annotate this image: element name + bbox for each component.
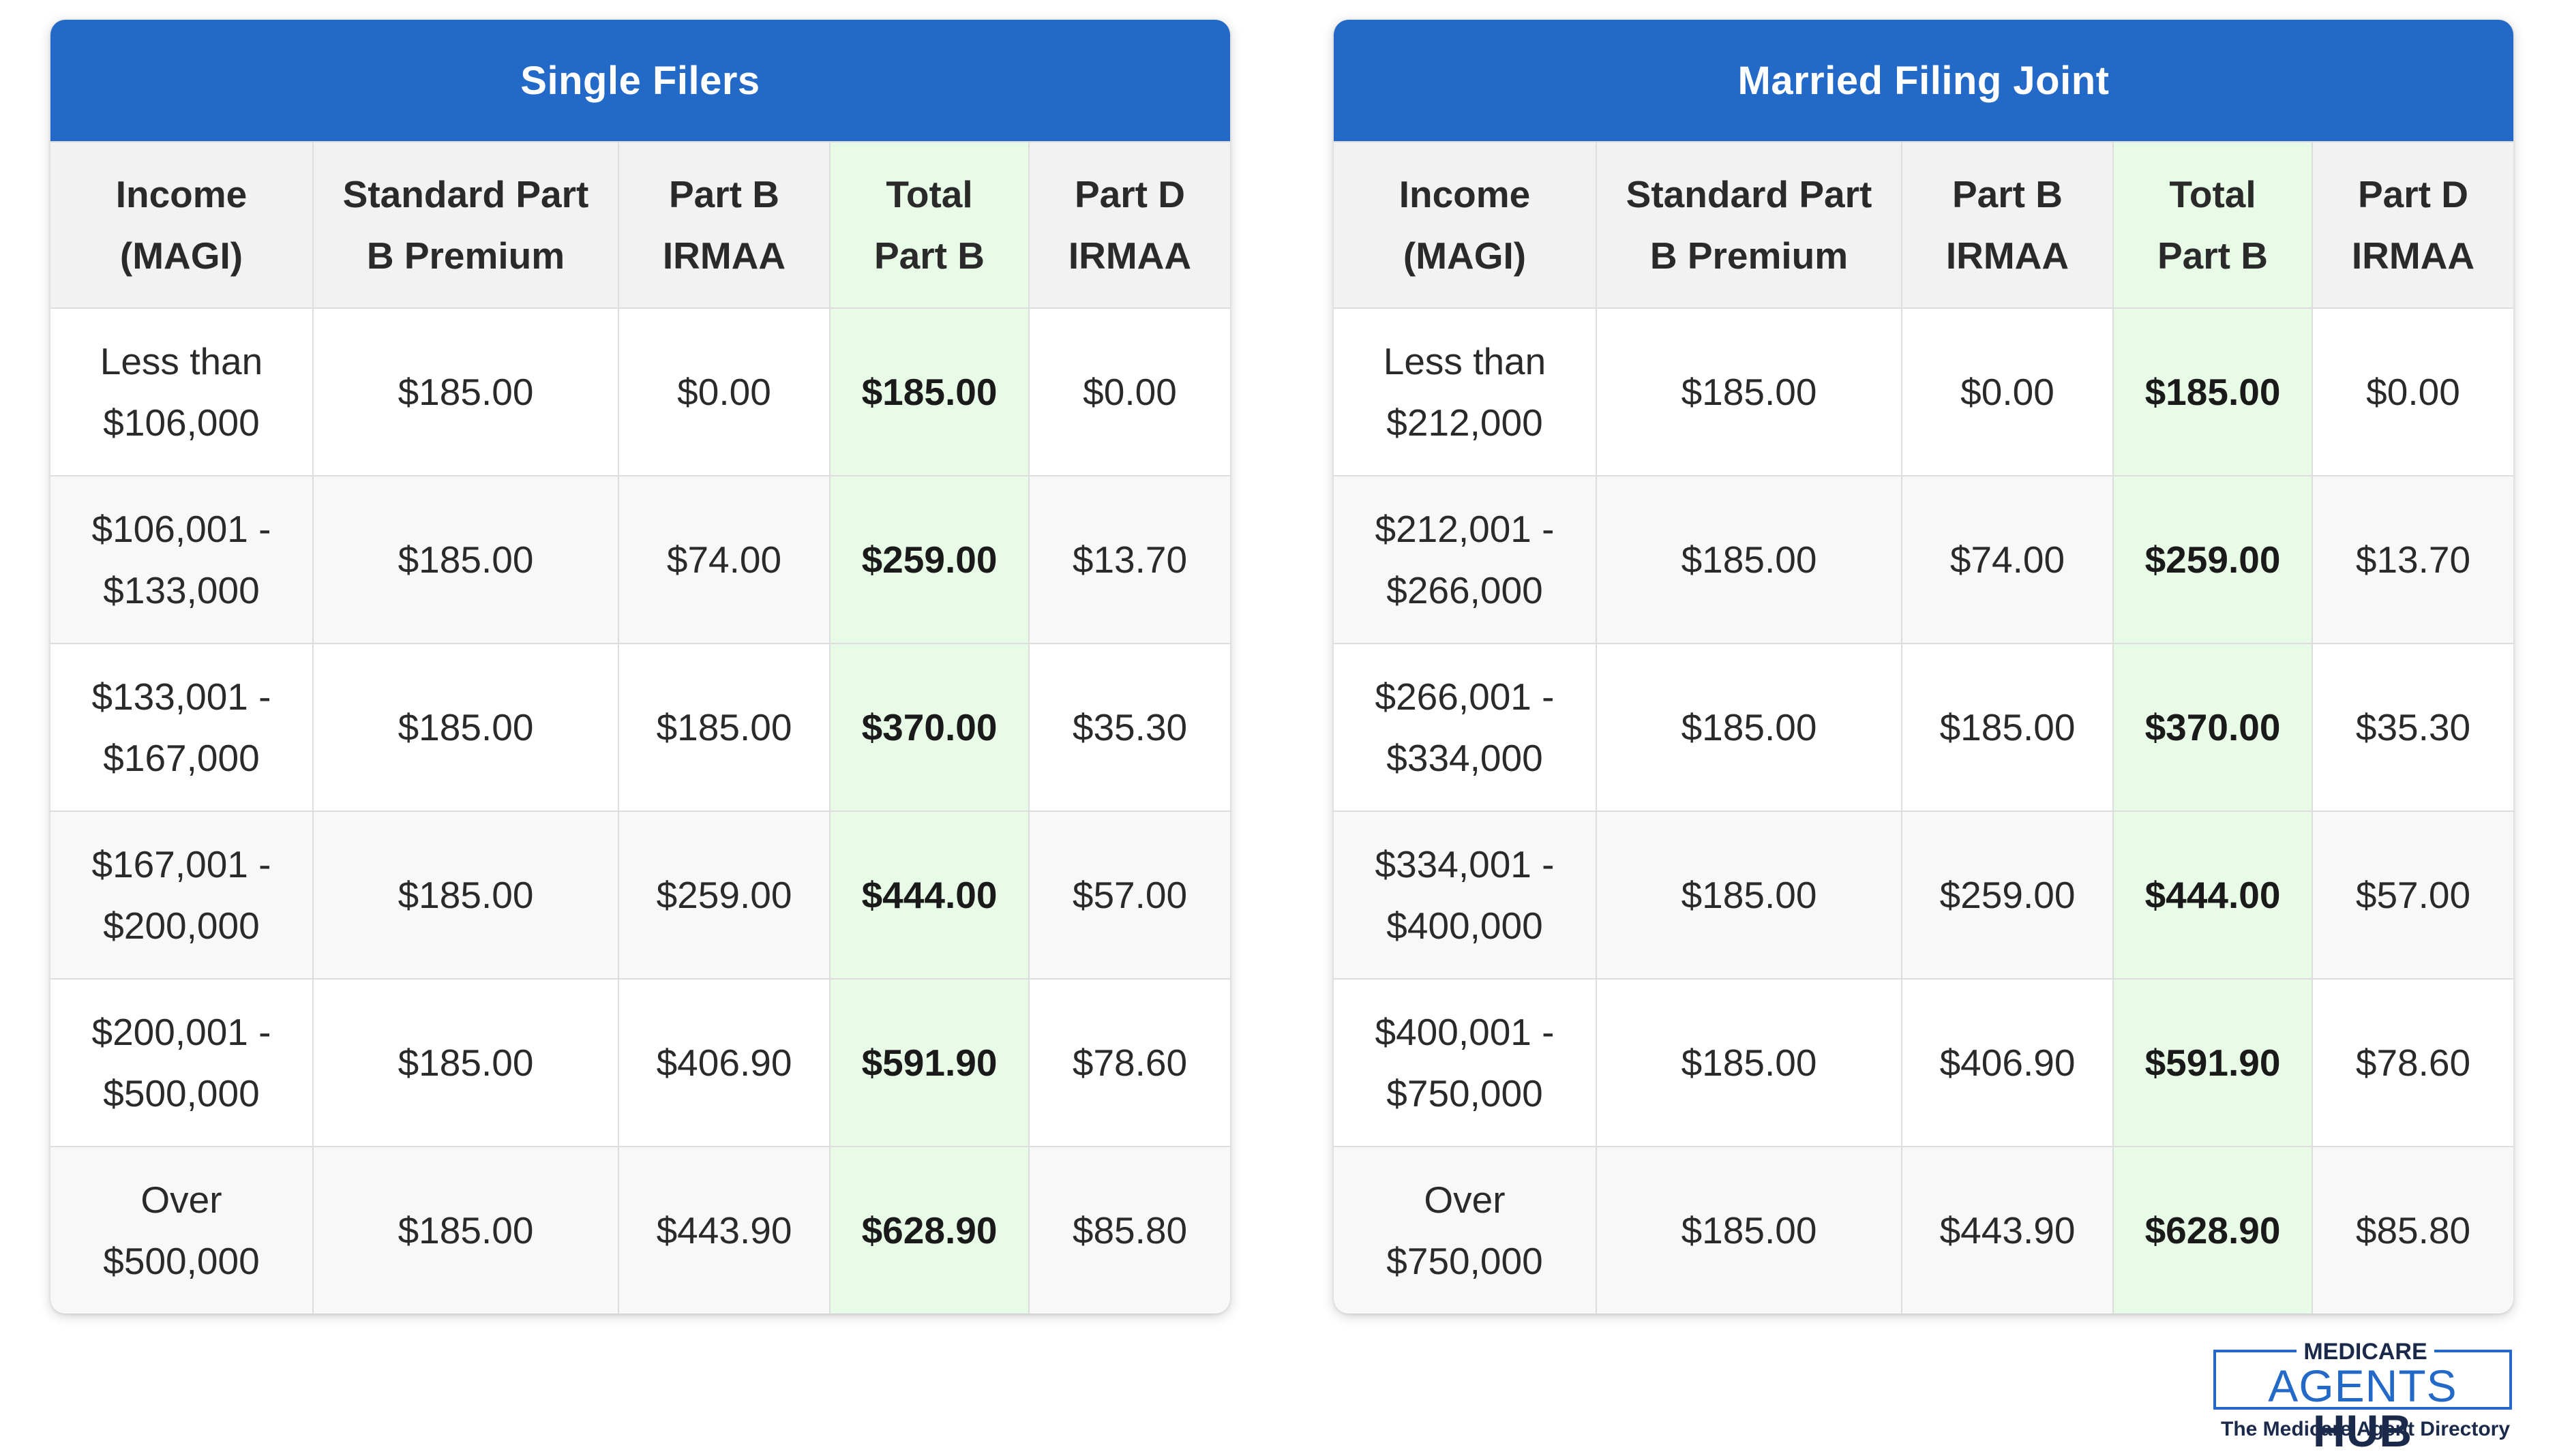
part-d-irmaa-cell: $0.00 (2312, 307, 2513, 476)
standard-premium-cell: $185.00 (1596, 1146, 1902, 1314)
total-part-b-cell: $628.90 (2112, 1146, 2313, 1314)
panel-title: Married Filing Joint (1334, 20, 2513, 141)
part-d-irmaa-cell: $0.00 (1028, 307, 1230, 476)
single-filers-panel: Single Filers Income (MAGI) Standard Part… (50, 20, 1230, 1314)
standard-premium-cell: $185.00 (1596, 978, 1902, 1147)
married-filing-joint-panel: Married Filing Joint Income (MAGI) Standa… (1334, 20, 2513, 1314)
part-b-irmaa-cell: $185.00 (618, 643, 831, 812)
standard-premium-cell: $185.00 (312, 307, 619, 476)
income-cell: $133,001 - $167,000 (50, 643, 314, 812)
part-b-irmaa-cell: $74.00 (1901, 475, 2114, 644)
part-b-irmaa-cell: $185.00 (1901, 643, 2114, 812)
part-d-irmaa-cell: $13.70 (1028, 475, 1230, 644)
standard-premium-cell: $185.00 (312, 978, 619, 1147)
col-header-part-b-irmaa: Part B IRMAA (618, 141, 831, 309)
standard-premium-cell: $185.00 (312, 1146, 619, 1314)
header-row: Income (MAGI) Standard Part B Premium Part… (1334, 141, 2513, 309)
total-part-b-cell: $185.00 (829, 307, 1030, 476)
married-filing-joint-table: Income (MAGI) Standard Part B Premium Part… (1334, 141, 2513, 1314)
table-row: Over $750,000 $185.00 $443.90 $628.90 $85… (1334, 1146, 2513, 1314)
total-part-b-cell: $444.00 (2112, 810, 2313, 980)
income-cell: $167,001 - $200,000 (50, 810, 314, 980)
logo-top-text: MEDICARE (2213, 1339, 2517, 1365)
standard-premium-cell: $185.00 (312, 643, 619, 812)
table-row: $266,001 - $334,000 $185.00 $185.00 $370.… (1334, 643, 2513, 812)
logo-hub-word: HUB (2313, 1406, 2412, 1456)
total-part-b-cell: $185.00 (2112, 307, 2313, 476)
total-part-b-cell: $370.00 (829, 643, 1030, 812)
income-cell: Over $750,000 (1334, 1146, 1597, 1314)
total-part-b-cell: $259.00 (829, 475, 1030, 644)
col-header-standard-part-b: Standard Part B Premium (312, 141, 619, 309)
table-row: $106,001 - $133,000 $185.00 $74.00 $259.0… (50, 475, 1230, 644)
standard-premium-cell: $185.00 (1596, 475, 1902, 644)
col-header-part-b-irmaa: Part B IRMAA (1901, 141, 2114, 309)
table-row: $400,001 - $750,000 $185.00 $406.90 $591.… (1334, 978, 2513, 1147)
income-cell: $200,001 - $500,000 (50, 978, 314, 1147)
col-header-income: Income (MAGI) (50, 141, 314, 309)
income-cell: $212,001 - $266,000 (1334, 475, 1597, 644)
total-part-b-cell: $628.90 (829, 1146, 1030, 1314)
total-part-b-cell: $370.00 (2112, 643, 2313, 812)
part-b-irmaa-cell: $0.00 (618, 307, 831, 476)
income-cell: $400,001 - $750,000 (1334, 978, 1597, 1147)
table-row: $334,001 - $400,000 $185.00 $259.00 $444.… (1334, 810, 2513, 980)
part-b-irmaa-cell: $443.90 (1901, 1146, 2114, 1314)
part-d-irmaa-cell: $57.00 (1028, 810, 1230, 980)
logo-agents-word: AGENTS (2268, 1361, 2457, 1411)
medicare-agents-hub-logo[interactable]: MEDICARE AGENTS HUB The Medicare Agent D… (2213, 1339, 2517, 1453)
table-row: $133,001 - $167,000 $185.00 $185.00 $370.… (50, 643, 1230, 812)
part-d-irmaa-cell: $85.80 (2312, 1146, 2513, 1314)
part-b-irmaa-cell: $406.90 (1901, 978, 2114, 1147)
table-row: Less than $212,000 $185.00 $0.00 $185.00 … (1334, 307, 2513, 476)
table-row: Less than $106,000 $185.00 $0.00 $185.00 … (50, 307, 1230, 476)
part-d-irmaa-cell: $35.30 (1028, 643, 1230, 812)
table-row: $212,001 - $266,000 $185.00 $74.00 $259.0… (1334, 475, 2513, 644)
income-cell: $266,001 - $334,000 (1334, 643, 1597, 812)
col-header-income: Income (MAGI) (1334, 141, 1597, 309)
part-b-irmaa-cell: $74.00 (618, 475, 831, 644)
col-header-standard-part-b: Standard Part B Premium (1596, 141, 1902, 309)
total-part-b-cell: $591.90 (2112, 978, 2313, 1147)
col-header-total-part-b: Total Part B (2112, 141, 2313, 309)
logo-main-text: AGENTS HUB (2213, 1363, 2512, 1453)
standard-premium-cell: $185.00 (1596, 810, 1902, 980)
part-d-irmaa-cell: $78.60 (1028, 978, 1230, 1147)
total-part-b-cell: $259.00 (2112, 475, 2313, 644)
part-b-irmaa-cell: $406.90 (618, 978, 831, 1147)
part-b-irmaa-cell: $259.00 (618, 810, 831, 980)
part-b-irmaa-cell: $0.00 (1901, 307, 2114, 476)
table-row: $200,001 - $500,000 $185.00 $406.90 $591.… (50, 978, 1230, 1147)
col-header-total-part-b: Total Part B (829, 141, 1030, 309)
part-d-irmaa-cell: $85.80 (1028, 1146, 1230, 1314)
part-d-irmaa-cell: $35.30 (2312, 643, 2513, 812)
table-row: Over $500,000 $185.00 $443.90 $628.90 $85… (50, 1146, 1230, 1314)
single-filers-table: Income (MAGI) Standard Part B Premium Part… (50, 141, 1230, 1314)
part-d-irmaa-cell: $13.70 (2312, 475, 2513, 644)
table-row: $167,001 - $200,000 $185.00 $259.00 $444.… (50, 810, 1230, 980)
standard-premium-cell: $185.00 (1596, 307, 1902, 476)
income-cell: Less than $212,000 (1334, 307, 1597, 476)
col-header-part-d-irmaa: Part D IRMAA (2312, 141, 2513, 309)
income-cell: $106,001 - $133,000 (50, 475, 314, 644)
part-b-irmaa-cell: $259.00 (1901, 810, 2114, 980)
standard-premium-cell: $185.00 (1596, 643, 1902, 812)
standard-premium-cell: $185.00 (312, 475, 619, 644)
total-part-b-cell: $591.90 (829, 978, 1030, 1147)
total-part-b-cell: $444.00 (829, 810, 1030, 980)
income-cell: $334,001 - $400,000 (1334, 810, 1597, 980)
income-cell: Over $500,000 (50, 1146, 314, 1314)
panel-title: Single Filers (50, 20, 1230, 141)
standard-premium-cell: $185.00 (312, 810, 619, 980)
part-b-irmaa-cell: $443.90 (618, 1146, 831, 1314)
part-d-irmaa-cell: $57.00 (2312, 810, 2513, 980)
header-row: Income (MAGI) Standard Part B Premium Part… (50, 141, 1230, 309)
income-cell: Less than $106,000 (50, 307, 314, 476)
col-header-part-d-irmaa: Part D IRMAA (1028, 141, 1230, 309)
part-d-irmaa-cell: $78.60 (2312, 978, 2513, 1147)
logo-tagline: The Medicare Agent Directory (2221, 1418, 2510, 1440)
